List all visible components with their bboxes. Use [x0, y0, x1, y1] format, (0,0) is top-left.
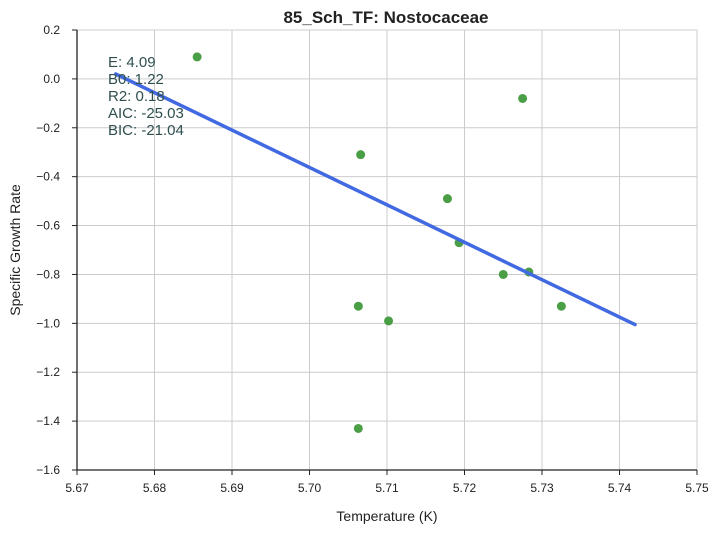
y-tick-label: −0.8 — [36, 267, 60, 281]
x-tick-label: 5.70 — [298, 481, 322, 495]
x-tick-label: 5.69 — [220, 481, 244, 495]
y-tick-label: −1.4 — [36, 414, 60, 428]
x-axis-label: Temperature (K) — [336, 508, 437, 524]
x-tick-label: 5.67 — [65, 481, 89, 495]
x-tick-label: 5.68 — [143, 481, 167, 495]
y-tick-label: 0.2 — [43, 23, 60, 37]
y-tick-label: −0.4 — [36, 170, 60, 184]
y-tick-label: −1.6 — [36, 463, 60, 477]
data-point — [498, 269, 508, 279]
x-tick-labels: 5.67 5.68 5.69 5.70 5.71 5.72 5.73 5.74 5.75 — [65, 481, 709, 495]
fit-stat-label: E: 4.09 — [108, 54, 156, 71]
chart-title: 85_Sch_TF: Nostocaceae — [283, 8, 488, 27]
x-tick-label: 5.75 — [685, 481, 709, 495]
data-point — [518, 93, 528, 103]
x-tick-label: 5.72 — [453, 481, 477, 495]
tick-marks — [72, 29, 698, 475]
data-point — [356, 150, 366, 160]
fit-stat-label: BIC: -21.04 — [108, 122, 184, 139]
y-tick-labels: 0.2 0.0 −0.2 −0.4 −0.6 −0.8 −1.0 −1.2 −1.4 −1.6 — [36, 23, 60, 477]
fit-stat-label: B0: 1.22 — [108, 71, 164, 88]
data-points — [192, 52, 566, 433]
y-tick-label: −1.0 — [36, 316, 60, 330]
grid-lines — [76, 29, 698, 471]
fit-line-group — [114, 72, 637, 327]
y-tick-label: −1.2 — [36, 365, 60, 379]
data-point — [442, 194, 452, 204]
x-tick-label: 5.71 — [375, 481, 399, 495]
data-point — [384, 316, 394, 326]
y-axis-label: Specific Growth Rate — [7, 184, 23, 316]
data-point — [353, 423, 363, 433]
data-point — [556, 301, 566, 311]
fit-stat-label: R2: 0.18 — [108, 88, 165, 105]
y-tick-label: −0.2 — [36, 121, 60, 135]
data-point — [192, 52, 202, 62]
fit-stat-label: AIC: -25.03 — [108, 105, 184, 122]
y-tick-label: −0.6 — [36, 219, 60, 233]
x-tick-label: 5.74 — [608, 481, 632, 495]
fit-line — [114, 72, 637, 327]
y-tick-label: 0.0 — [43, 72, 60, 86]
x-tick-label: 5.73 — [530, 481, 554, 495]
data-point — [353, 301, 363, 311]
